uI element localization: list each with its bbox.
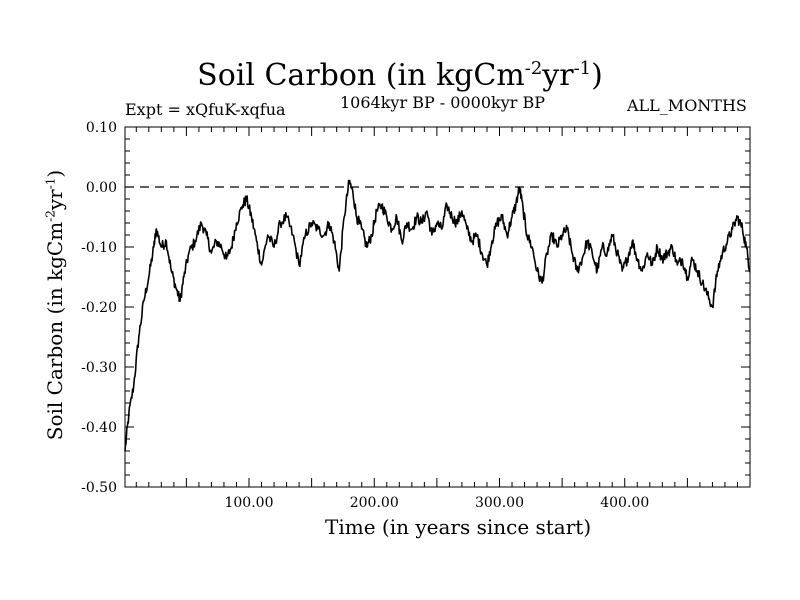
y-tick-label: -0.40	[81, 420, 117, 436]
series-line-soil-carbon	[124, 179, 751, 452]
experiment-label: Expt = xQfuK-xqfua	[125, 100, 286, 119]
period-label: 1064kyr BP - 0000kyr BP	[340, 93, 545, 112]
months-label: ALL_MONTHS	[627, 96, 747, 115]
x-axis-label: Time (in years since start)	[325, 515, 592, 539]
y-tick-label: -0.20	[81, 300, 117, 316]
axis-ticks	[125, 126, 750, 488]
x-tick-label: 400.00	[600, 495, 649, 511]
plot-frame	[124, 126, 751, 488]
axis-tick-labels: 100.00 200.00 300.00 400.00 0.10 0.00 -0.10 -0.…	[81, 120, 649, 511]
x-tick-label: 300.00	[475, 495, 524, 511]
x-tick-label: 200.00	[350, 495, 399, 511]
y-axis-label: Soil Carbon (in kgCm-2yr-1)	[43, 169, 67, 441]
y-tick-label: -0.50	[81, 480, 117, 496]
y-tick-label: -0.30	[81, 360, 117, 376]
y-tick-label: -0.10	[81, 240, 117, 256]
y-tick-label: 0.00	[86, 180, 117, 196]
chart-title: Soil Carbon (in kgCm-2yr-1)	[197, 58, 603, 93]
x-tick-label: 100.00	[224, 495, 273, 511]
y-tick-label: 0.10	[86, 120, 117, 136]
